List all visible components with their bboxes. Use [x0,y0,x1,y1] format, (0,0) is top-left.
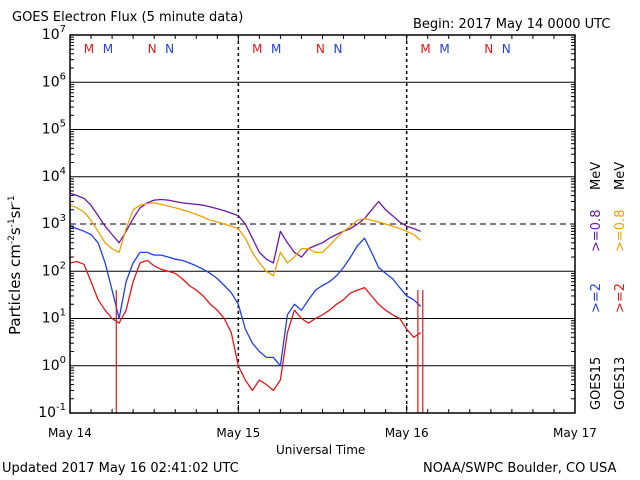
begin-time: Begin: 2017 May 14 0000 UTC [413,17,611,32]
legend-goes15-e2: >=2 [589,282,604,313]
mn-marker-label: N [148,42,157,56]
legend-goes13-e08: >=0.8 [613,209,628,252]
legend-mev-2: MeV [613,161,628,190]
x-tick-label: May 17 [553,426,597,440]
mn-marker-label: N [502,42,511,56]
grid-lines [70,35,575,413]
series-group [69,192,424,413]
x-axis-label: Universal Time [276,443,366,457]
tick-labels: 10-1 100 101 102 103 104 105 106 107 May 14 May 15… [38,24,597,440]
legend-goes15-e08: >=0.8 [589,209,604,252]
y-tick-label: 104 [42,166,66,185]
x-tick-label: May 14 [48,426,92,440]
y-tick-label: 107 [42,24,66,43]
series-line [69,259,422,392]
mn-marker-label: N [316,42,325,56]
mn-marker-label: N [165,42,174,56]
legend-mev-1: MeV [589,161,604,190]
plot-frame [69,34,576,414]
y-tick-label: 10-1 [38,402,66,421]
credit: NOAA/SWPC Boulder, CO USA [423,461,617,476]
mn-marker-label: N [484,42,493,56]
y-axis-label: Particles cm-2s-1sr-1 [6,195,24,335]
y-tick-label: 102 [42,260,66,279]
legend-goes13: GOES13 [613,356,628,410]
x-tick-label: May 16 [385,426,429,440]
mn-marker-label: M [252,42,262,56]
y-axis-label-text: Particles cm-2s-1sr-1 [6,195,24,335]
mn-marker-label: M [271,42,281,56]
y-tick-label: 105 [42,119,66,138]
legend-goes13-e2: >=2 [613,282,628,313]
mn-marker-label: M [84,42,94,56]
mn-marker-label: M [420,42,430,56]
updated-time: Updated 2017 May 16 02:41:02 UTC [2,461,239,476]
mn-marker-label: M [103,42,113,56]
legend-goes15: GOES15 [589,356,604,410]
y-tick-label: 100 [42,355,66,374]
series-line [69,192,421,264]
chart-title: GOES Electron Flux (5 minute data) [12,10,244,25]
mn-marker-label: N [333,42,342,56]
series-line [69,202,422,277]
y-tick-label: 103 [42,213,66,232]
y-tick-label: 106 [42,71,66,90]
y-tick-label: 101 [42,308,66,327]
mn-marker-label: M [439,42,449,56]
x-tick-label: May 15 [216,426,260,440]
series-line [69,225,422,367]
